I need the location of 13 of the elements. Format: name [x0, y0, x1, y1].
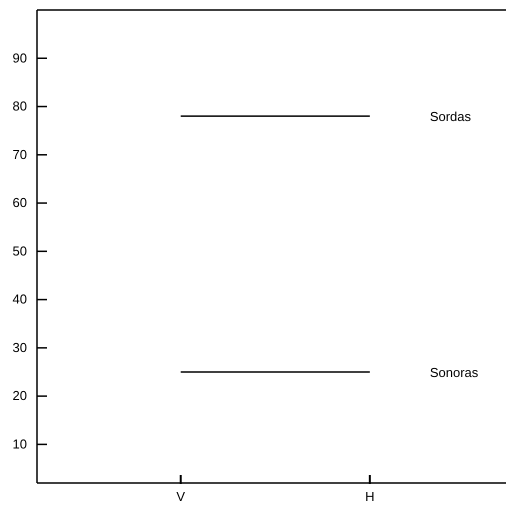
text: Sordas — [430, 109, 472, 124]
y-tick-label: 10 — [12, 436, 27, 452]
x-tick-label: H — [365, 489, 375, 504]
y-tick-label: 50 — [12, 243, 27, 258]
y-tick-label: 60 — [12, 195, 27, 210]
text: Sonoras — [430, 364, 479, 380]
y-tick-label: 30 — [12, 340, 27, 355]
y-tick-label: 70 — [12, 146, 27, 162]
y-tick-label: 90 — [12, 50, 27, 66]
x-tick-label: V — [176, 489, 186, 504]
y-tick-label: 20 — [12, 388, 27, 404]
y-tick-label: 40 — [12, 292, 27, 307]
y-tick-label: 80 — [12, 98, 27, 114]
